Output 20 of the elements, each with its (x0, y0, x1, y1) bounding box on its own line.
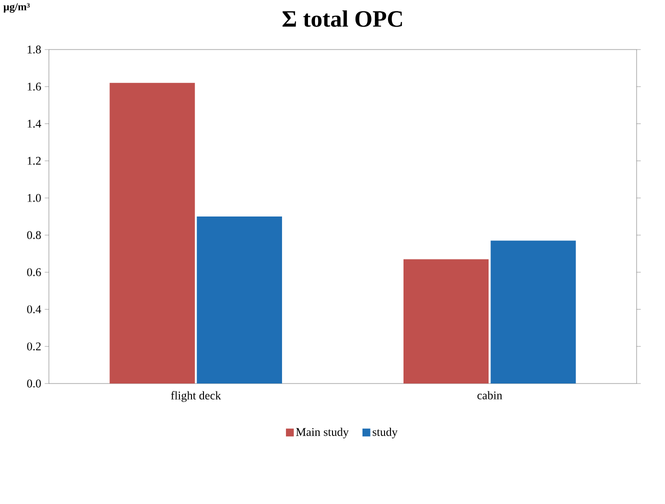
x-tick-label: flight deck (171, 391, 222, 402)
bar (403, 259, 489, 384)
x-tick-label: cabin (477, 391, 502, 400)
y-tick-label: 1.6 (28, 82, 41, 91)
bar (490, 240, 576, 384)
y-tick-label: 0.4 (27, 305, 42, 314)
y-tick-label: 1.0 (28, 194, 41, 202)
y-tick-label: 0.2 (27, 342, 41, 350)
y-tick-label: 1.4 (28, 120, 42, 128)
y-tick-label: 0.8 (27, 231, 41, 239)
bar (196, 216, 282, 384)
y-tick-label: 1.8 (28, 45, 41, 54)
legend-label: Main study (296, 428, 349, 438)
y-axis-title: µg/m³ (3, 3, 30, 13)
y-tick-label: 0.6 (27, 268, 41, 276)
bar (110, 82, 195, 384)
y-tick-label: 0.0 (27, 379, 41, 388)
chart-title: Σ total OPC (282, 10, 402, 27)
y-tick-label: 1.2 (28, 156, 41, 165)
legend-label: study (372, 428, 398, 438)
